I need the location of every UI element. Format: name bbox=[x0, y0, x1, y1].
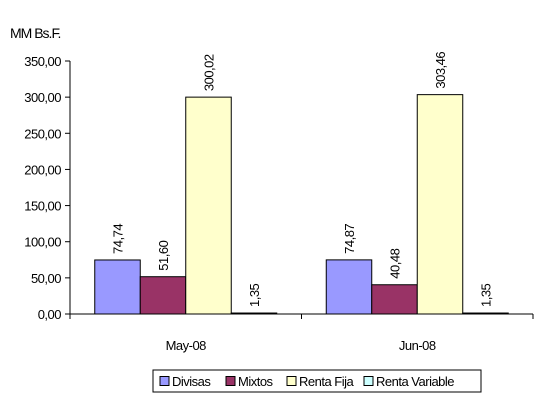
bar-divisas bbox=[325, 259, 373, 315]
bar-renta-variable bbox=[462, 312, 509, 315]
legend-box bbox=[152, 369, 482, 393]
y-tick-label: 300,00 bbox=[24, 90, 61, 105]
bar-mixtos bbox=[371, 284, 418, 315]
legend-swatch-mixtos bbox=[225, 376, 236, 386]
legend-label: Divisas bbox=[172, 374, 211, 389]
bar-renta-fija bbox=[185, 96, 232, 315]
y-tick-label: 50,00 bbox=[31, 271, 61, 286]
legend-swatch-renta-variable bbox=[363, 376, 374, 386]
y-tick-label: 100,00 bbox=[24, 235, 61, 250]
bar-renta-variable bbox=[230, 312, 278, 315]
data-label: 303,46 bbox=[433, 52, 448, 89]
legend: Divisas Mixtos Renta Fija Renta Variable bbox=[152, 369, 482, 393]
legend-label: Renta Variable bbox=[376, 374, 454, 389]
data-label: 1,35 bbox=[247, 283, 262, 307]
data-label: 40,48 bbox=[388, 248, 403, 278]
data-label: 74,74 bbox=[111, 224, 126, 254]
y-tick-label: 250,00 bbox=[24, 126, 61, 141]
legend-swatch-renta-fija bbox=[286, 376, 297, 386]
legend-swatch-divisas bbox=[159, 376, 170, 386]
x-category-label: Jun-08 bbox=[399, 338, 436, 353]
data-label: 300,02 bbox=[202, 54, 217, 91]
legend-label: Mixtos bbox=[238, 374, 274, 389]
data-labels: 74,74 51,60 300,02 1,35 74,87 40,48 303,46 1,35 bbox=[111, 52, 494, 307]
data-label: 51,60 bbox=[156, 240, 171, 270]
y-tick-label: 150,00 bbox=[24, 199, 61, 214]
data-label: 74,87 bbox=[342, 224, 357, 254]
bar-mixtos bbox=[139, 276, 187, 315]
y-tick-label: 200,00 bbox=[24, 162, 61, 177]
legend-label: Renta Fija bbox=[299, 374, 355, 389]
y-unit-label: MM Bs.F. bbox=[10, 25, 60, 41]
data-label: 1,35 bbox=[479, 283, 494, 307]
x-axis: May-08 Jun-08 bbox=[69, 313, 534, 353]
y-tick-label: 0,00 bbox=[38, 307, 62, 322]
bar-renta-fija bbox=[416, 94, 464, 315]
bars bbox=[94, 94, 509, 315]
y-tick-label: 350,00 bbox=[24, 54, 61, 69]
x-category-label: May-08 bbox=[166, 338, 207, 353]
y-axis: 0,00 50,00 100,00 150,00 200,00 250,00 300,00 3… bbox=[24, 54, 71, 322]
bar-divisas bbox=[94, 259, 141, 315]
